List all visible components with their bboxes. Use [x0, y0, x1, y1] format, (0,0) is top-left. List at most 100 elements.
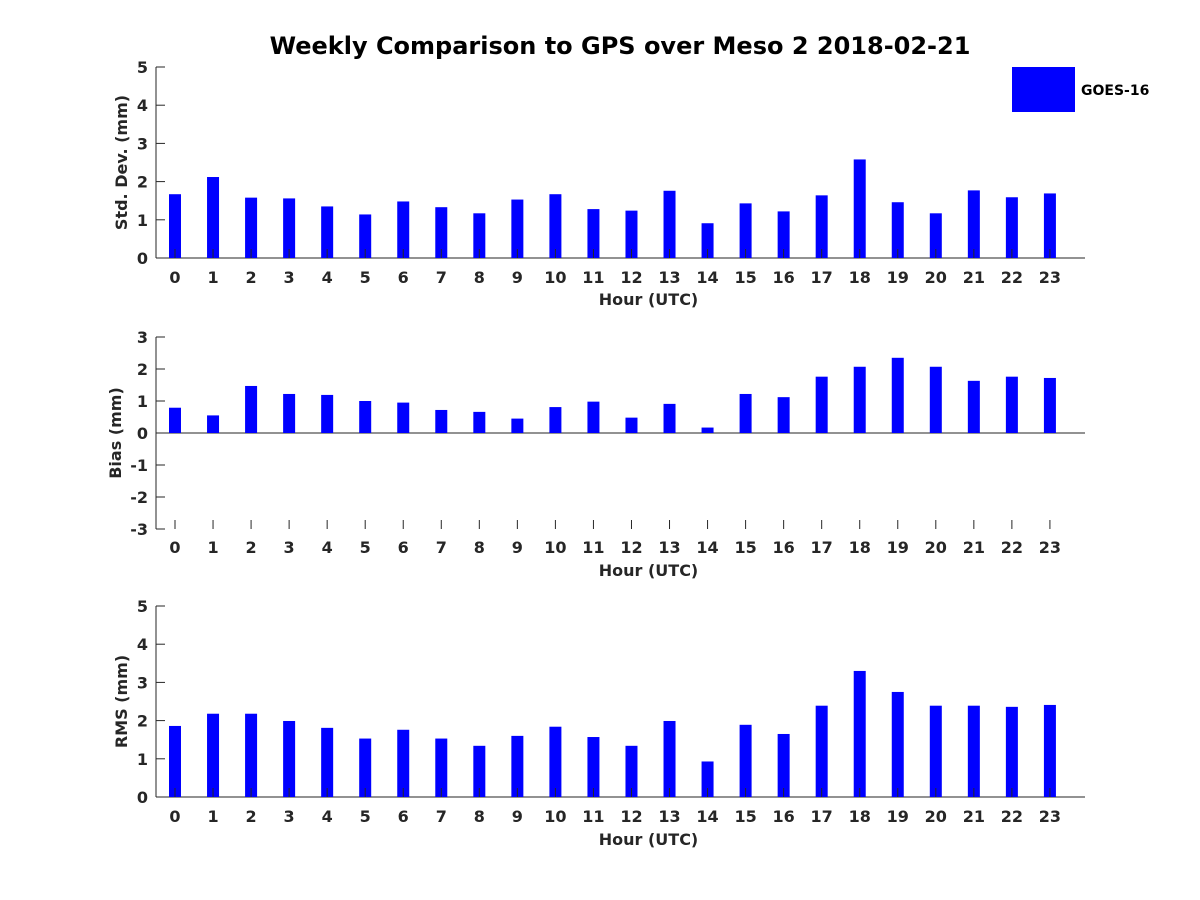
- bias-bar-hour-15: [739, 393, 752, 433]
- std-dev-bar-hour-0: [169, 194, 181, 258]
- bias-bar-hour-12: [625, 417, 638, 433]
- bias-bar-hour-13: [663, 403, 676, 433]
- rms-x-tick-label-5: 5: [360, 807, 371, 826]
- bias-bar-hour-14: [701, 427, 714, 433]
- bias-bar-hour-2: [245, 385, 258, 433]
- std-dev-x-tick-label-20: 20: [925, 268, 947, 287]
- bias-x-tick-label-17: 17: [811, 538, 833, 557]
- rms-bar-hour-20: [929, 705, 942, 797]
- bias-bar-hour-23: [1043, 377, 1056, 433]
- rms-x-tick-label-18: 18: [849, 807, 871, 826]
- rms-bar-hour-7: [435, 738, 448, 797]
- rms-y-tick-label-1: 1: [137, 750, 148, 769]
- std-dev-bar-hour-1: [207, 177, 220, 258]
- std-dev-x-tick-label-19: 19: [887, 268, 909, 287]
- std-dev-x-label: Hour (UTC): [599, 290, 699, 309]
- legend-swatch-goes16: [1012, 67, 1075, 112]
- rms-x-tick-label-6: 6: [398, 807, 409, 826]
- bias-y-label: Bias (mm): [106, 387, 125, 479]
- rms-bar-hour-10: [549, 726, 562, 797]
- bias-x-tick-label-11: 11: [582, 538, 604, 557]
- std-dev-bar-hour-8: [473, 213, 486, 258]
- bias-x-tick-label-15: 15: [734, 538, 756, 557]
- rms-x-tick-label-13: 13: [658, 807, 680, 826]
- rms-x-tick-label-19: 19: [887, 807, 909, 826]
- bias-x-tick-label-5: 5: [360, 538, 371, 557]
- std-dev-y-tick-label-2: 2: [137, 173, 148, 192]
- bias-x-tick-label-23: 23: [1039, 538, 1061, 557]
- bias-y-tick-label-0: 0: [137, 424, 148, 443]
- std-dev-x-tick-label-2: 2: [246, 268, 257, 287]
- bias-bar-hour-1: [207, 415, 220, 433]
- bias-x-tick-label-4: 4: [322, 538, 333, 557]
- rms-x-tick-label-14: 14: [696, 807, 718, 826]
- bias-y-tick-label-2: 2: [137, 360, 148, 379]
- bias-bar-hour-18: [853, 366, 866, 433]
- rms-x-tick-label-0: 0: [169, 807, 180, 826]
- rms-bar-hour-1: [207, 713, 220, 797]
- rms-x-tick-label-23: 23: [1039, 807, 1061, 826]
- bias-bar-hour-3: [283, 393, 296, 433]
- rms-bar-hour-0: [169, 725, 181, 797]
- std-dev-bar-hour-18: [853, 159, 866, 258]
- bias-x-tick-label-16: 16: [773, 538, 795, 557]
- std-dev-bar-hour-6: [397, 201, 410, 258]
- bias-y-tick-label-2: -2: [130, 488, 148, 507]
- bias-y-tick-label-1: -1: [130, 456, 148, 475]
- bias-x-tick-label-0: 0: [169, 538, 180, 557]
- std-dev-x-tick-label-3: 3: [284, 268, 295, 287]
- bias-x-tick-label-6: 6: [398, 538, 409, 557]
- rms-x-tick-label-9: 9: [512, 807, 523, 826]
- rms-y-tick-label-4: 4: [137, 635, 148, 654]
- std-dev-x-tick-label-21: 21: [963, 268, 985, 287]
- rms-y-tick-label-5: 5: [137, 597, 148, 616]
- std-dev-bar-hour-9: [511, 199, 524, 258]
- legend: GOES-16: [1012, 67, 1149, 112]
- std-dev-bar-hour-19: [891, 202, 904, 258]
- std-dev-x-tick-label-1: 1: [207, 268, 218, 287]
- rms-x-tick-label-15: 15: [734, 807, 756, 826]
- bias-x-tick-label-21: 21: [963, 538, 985, 557]
- std-dev-x-tick-label-10: 10: [544, 268, 566, 287]
- std-dev-bar-hour-21: [967, 190, 980, 258]
- bias-x-tick-label-22: 22: [1001, 538, 1023, 557]
- bias-bar-hour-19: [891, 357, 904, 433]
- bias-bar-hour-10: [549, 407, 562, 433]
- bias-bar-hour-16: [777, 397, 790, 433]
- std-dev-x-tick-label-12: 12: [620, 268, 642, 287]
- bias-bar-hour-21: [967, 380, 980, 433]
- std-dev-bar-hour-3: [283, 198, 296, 258]
- rms-x-tick-label-8: 8: [474, 807, 485, 826]
- std-dev-x-tick-label-6: 6: [398, 268, 409, 287]
- bias-bar-hour-5: [359, 401, 372, 433]
- bias-x-tick-label-12: 12: [620, 538, 642, 557]
- std-dev-bar-hour-10: [549, 194, 562, 258]
- rms-x-tick-label-11: 11: [582, 807, 604, 826]
- std-dev-y-tick-label-1: 1: [137, 211, 148, 230]
- rms-bar-hour-5: [359, 738, 372, 797]
- bias-bar-hour-9: [511, 418, 524, 433]
- std-dev-y-tick-label-3: 3: [137, 134, 148, 153]
- bias-bar-hour-0: [169, 407, 181, 433]
- rms-y-tick-label-3: 3: [137, 673, 148, 692]
- bias-x-tick-label-18: 18: [849, 538, 871, 557]
- std-dev-x-tick-label-16: 16: [773, 268, 795, 287]
- rms-x-tick-label-2: 2: [246, 807, 257, 826]
- bias-x-tick-label-13: 13: [658, 538, 680, 557]
- bias-x-tick-label-3: 3: [284, 538, 295, 557]
- rms-x-tick-label-4: 4: [322, 807, 333, 826]
- std-dev-bar-hour-12: [625, 210, 638, 258]
- std-dev-bar-hour-7: [435, 207, 448, 258]
- rms-x-tick-label-12: 12: [620, 807, 642, 826]
- std-dev-x-tick-label-11: 11: [582, 268, 604, 287]
- bias-x-tick-label-8: 8: [474, 538, 485, 557]
- rms-bar-hour-13: [663, 720, 676, 797]
- rms-x-tick-label-3: 3: [284, 807, 295, 826]
- bias-x-tick-label-9: 9: [512, 538, 523, 557]
- bias-bar-hour-20: [929, 366, 942, 433]
- rms-x-tick-label-17: 17: [811, 807, 833, 826]
- std-dev-x-tick-label-13: 13: [658, 268, 680, 287]
- rms-bar-hour-16: [777, 733, 790, 797]
